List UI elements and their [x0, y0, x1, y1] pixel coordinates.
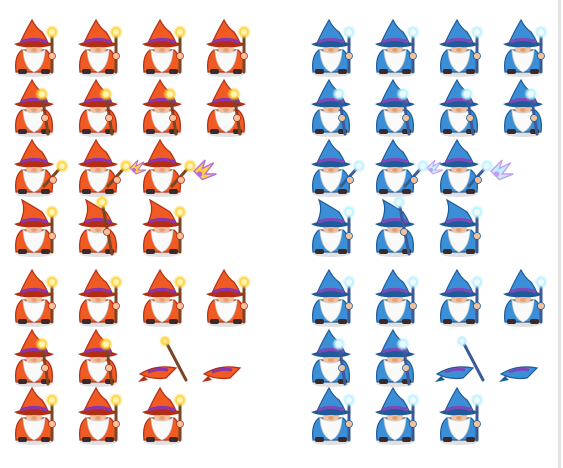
wizard-sprite	[14, 328, 54, 387]
wizard-sprite	[142, 18, 187, 77]
wizard-sprite	[439, 268, 484, 327]
sprite-row	[311, 78, 543, 137]
wizard-sprite	[375, 138, 444, 197]
wizard-sprite	[311, 386, 356, 445]
sheet-edge-divider	[558, 0, 561, 468]
sprite-row	[14, 138, 217, 197]
wizard-sprite	[311, 198, 356, 257]
wizard-sprite	[375, 268, 420, 327]
wizard-sprite	[78, 328, 118, 387]
sprite-row	[311, 386, 484, 445]
ice-wizard-sprite-set	[311, 18, 548, 445]
sprite-row	[311, 138, 514, 197]
wizard-sprite	[78, 18, 123, 77]
wizard-sprite	[375, 328, 415, 387]
wizard-sprite	[439, 18, 484, 77]
wizard-sprite	[503, 268, 548, 327]
wizard-sprite	[311, 78, 351, 137]
wizard-sprite	[14, 78, 54, 137]
wizard-sprite	[78, 195, 118, 257]
wizard-sprite	[439, 386, 484, 445]
wizard-sprite	[14, 138, 69, 197]
wizard-sprite	[311, 138, 366, 197]
wizard-sprite	[311, 328, 351, 387]
sprite-row	[14, 78, 246, 137]
wizard-sprite	[499, 366, 539, 382]
wizard-sprite	[439, 78, 479, 137]
sprite-row	[14, 195, 187, 257]
wizard-sprite	[142, 386, 187, 445]
wizard-sprite	[202, 366, 242, 382]
wizard-sprite	[206, 268, 251, 327]
wizard-sprite	[14, 18, 59, 77]
wizard-sprite	[142, 268, 187, 327]
sprite-row	[14, 268, 251, 327]
wizard-sprite	[78, 268, 123, 327]
wizard-sprite	[375, 195, 415, 257]
wizard-sprite	[439, 198, 484, 257]
fire-wizard-sprite-set	[14, 18, 251, 445]
wizard-sprite	[375, 386, 420, 445]
sprite-row	[14, 18, 251, 77]
wizard-sprite	[439, 138, 514, 197]
wizard-sprite	[14, 268, 59, 327]
wizard-sprite	[311, 18, 356, 77]
sprite-row	[311, 268, 548, 327]
sprite-row	[311, 195, 484, 257]
wizard-sprite	[206, 18, 251, 77]
wizard-sprite	[14, 386, 59, 445]
sprite-row	[14, 328, 242, 387]
wizard-sprite	[206, 78, 246, 137]
wizard-sprite	[78, 78, 118, 137]
wizard-sprite	[142, 138, 217, 197]
sprite-row	[311, 18, 548, 77]
wizard-sprite	[503, 18, 548, 77]
wizard-sprite	[78, 138, 147, 197]
sprite-row	[14, 386, 187, 445]
sprite-row	[311, 328, 539, 387]
wizard-sprite	[142, 78, 182, 137]
wizard-sprite	[78, 386, 123, 445]
wizard-sprite	[435, 335, 485, 382]
wizard-sprite	[311, 268, 356, 327]
wizard-sprite	[375, 78, 415, 137]
wizard-sprite	[503, 78, 543, 137]
wizard-sprite	[375, 18, 420, 77]
wizard-sprite	[142, 198, 187, 257]
wizard-sprite	[138, 335, 188, 382]
wizard-sprite	[14, 198, 59, 257]
